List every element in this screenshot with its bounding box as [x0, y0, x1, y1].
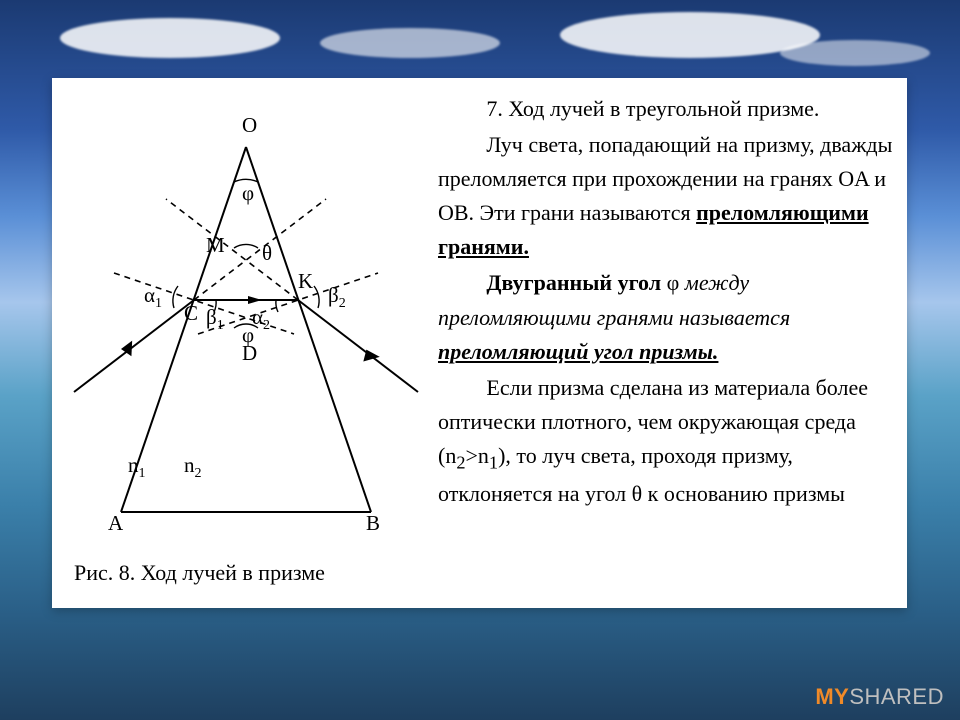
- watermark: MYSHARED: [815, 684, 944, 710]
- label-alpha1: α1: [144, 283, 162, 311]
- arrow-inside: [248, 296, 262, 304]
- arc-beta2: [314, 286, 319, 308]
- term-refracting-angle-label: преломляющий угол призмы.: [438, 339, 718, 364]
- label-n2: n2: [184, 453, 202, 481]
- ext-exit: [166, 199, 298, 300]
- ray-incident: [74, 300, 194, 392]
- label-O: O: [242, 113, 257, 137]
- slide-card: O φ A B M θ K C D φ α1 β1: [52, 78, 907, 608]
- arc-alpha1: [173, 286, 178, 308]
- cloud-deco: [780, 40, 930, 66]
- p4b: ), то луч света, проходя призму, отклоня…: [438, 443, 845, 506]
- label-C: C: [184, 301, 198, 325]
- cloud-deco: [320, 28, 500, 58]
- label-theta: θ: [262, 241, 272, 265]
- label-alpha2: α2: [252, 305, 270, 333]
- slide-content: O φ A B M θ K C D φ α1 β1: [66, 92, 893, 594]
- prism-diagram: O φ A B M θ K C D φ α1 β1: [66, 92, 426, 562]
- para-1: 7. Ход лучей в треугольной призме.: [438, 92, 893, 126]
- term-refracting-angle: преломляющий угол призмы.: [438, 339, 718, 364]
- diagram-column: O φ A B M θ K C D φ α1 β1: [66, 92, 426, 594]
- cloud-deco: [60, 18, 280, 58]
- p4-gt: >n: [466, 443, 489, 468]
- label-M: M: [206, 233, 225, 257]
- stage: O φ A B M θ K C D φ α1 β1: [0, 0, 960, 720]
- p4-sub2: 2: [456, 452, 465, 472]
- label-K: K: [298, 269, 313, 293]
- p3-bold: Двугранный угол: [486, 270, 666, 295]
- watermark-shared: SHARED: [849, 684, 944, 709]
- para-2: Луч света, попадающий на призму, дважды …: [438, 128, 893, 264]
- label-beta2: β2: [328, 283, 346, 311]
- text-column: 7. Ход лучей в треугольной призме. Луч с…: [426, 92, 893, 594]
- para-4: Если призма сделана из материала более о…: [438, 371, 893, 511]
- label-B: B: [366, 511, 380, 535]
- p3-phi: φ: [667, 270, 680, 295]
- normal-K: [198, 273, 378, 334]
- para-3: Двугранный угол φ между преломляющими гр…: [438, 266, 893, 368]
- label-n1: n1: [128, 453, 146, 481]
- label-A: A: [108, 511, 124, 535]
- arc-theta: [234, 244, 258, 248]
- ray-exit: [298, 300, 418, 392]
- label-phi-top: φ: [242, 181, 254, 205]
- figure-caption: Рис. 8. Ход лучей в призме: [74, 560, 325, 586]
- p4-sub1: 1: [489, 452, 498, 472]
- watermark-my: MY: [815, 684, 849, 709]
- arc-alpha2: [276, 300, 278, 312]
